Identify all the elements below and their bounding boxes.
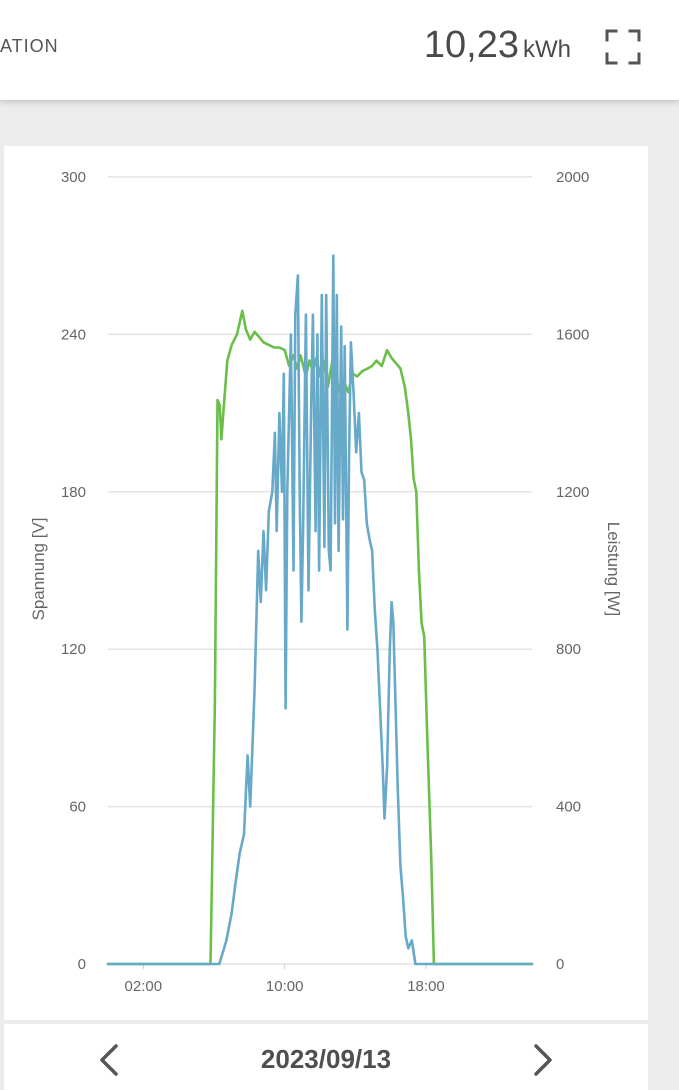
y-right-tick-label: 2000 xyxy=(556,169,589,186)
fullscreen-button[interactable] xyxy=(604,28,642,66)
page-title: ATION xyxy=(0,36,59,56)
y-right-tick-label: 0 xyxy=(556,956,564,973)
y-left-tick-label: 0 xyxy=(78,956,86,973)
next-day-button[interactable] xyxy=(522,1040,562,1080)
date-navigation: 2023/09/13 xyxy=(4,1024,648,1090)
y-right-tick-label: 1600 xyxy=(556,326,589,343)
y-right-tick-label: 800 xyxy=(556,641,581,658)
chevron-right-icon xyxy=(534,1044,552,1076)
y-right-tick-label: 1200 xyxy=(556,484,589,501)
energy-unit: kWh xyxy=(523,36,571,63)
y-left-tick-label: 300 xyxy=(61,169,86,186)
power-series-line xyxy=(106,254,534,966)
x-tick-label: 18:00 xyxy=(407,978,445,995)
chart-card: 0 60 120 180 240 300 0 400 800 1200 1600 2000 02:0… xyxy=(4,146,648,1020)
y-right-tick-label: 400 xyxy=(556,799,581,816)
y-left-tick-label: 240 xyxy=(61,326,86,343)
header-bar: ATION 10,23 kWh xyxy=(0,0,679,100)
chevron-left-icon xyxy=(100,1044,118,1076)
y-axis-left-label: Spannung [V] xyxy=(29,517,48,620)
previous-day-button[interactable] xyxy=(90,1040,130,1080)
y-axis-right-label: Leistung [W] xyxy=(604,522,623,617)
y-left-tick-label: 60 xyxy=(69,799,86,816)
x-tick-label: 02:00 xyxy=(125,978,163,995)
current-date: 2023/09/13 xyxy=(260,1044,392,1074)
chart-svg: 0 60 120 180 240 300 0 400 800 1200 1600 2000 02:0… xyxy=(29,169,623,995)
y-left-tick-label: 180 xyxy=(61,484,86,501)
energy-value: 10,23 xyxy=(423,24,519,66)
x-tick-label: 10:00 xyxy=(266,978,304,995)
fullscreen-icon xyxy=(605,29,641,65)
energy-total: 10,23 kWh xyxy=(424,24,571,67)
y-left-tick-label: 120 xyxy=(61,641,86,658)
